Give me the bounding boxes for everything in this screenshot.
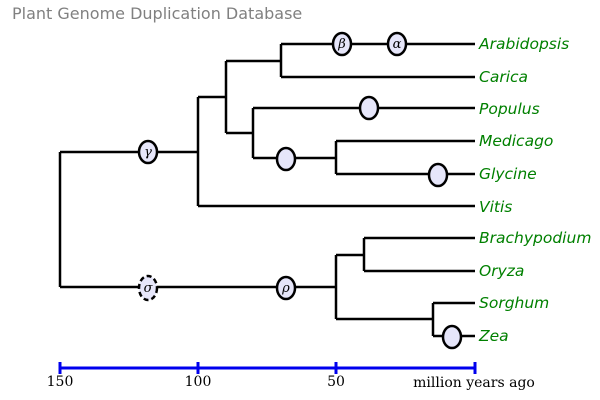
- taxon-label-glycine[interactable]: Glycine: [479, 165, 537, 183]
- wgd-sigma-node[interactable]: σ: [137, 274, 159, 302]
- page-title: Plant Genome Duplication Database: [12, 4, 303, 23]
- duplication-events: β α γ σ ρ: [137, 31, 463, 350]
- wgd-glycine-node[interactable]: [427, 162, 449, 188]
- taxon-labels: Arabidopsis Carica Populus Medicago Glyc…: [478, 35, 591, 345]
- wgd-beta-node[interactable]: β: [331, 31, 353, 57]
- taxon-label-oryza[interactable]: Oryza: [479, 262, 524, 280]
- wgd-label: α: [393, 37, 402, 52]
- wgd-zea-node[interactable]: [441, 324, 463, 350]
- taxon-label-carica[interactable]: Carica: [479, 68, 528, 86]
- wgd-legume-node[interactable]: [275, 146, 297, 172]
- time-axis-title: million years ago: [413, 375, 535, 391]
- wgd-gamma-node[interactable]: γ: [137, 139, 159, 165]
- wgd-alpha-node[interactable]: α: [386, 31, 408, 57]
- wgd-label: β: [337, 37, 346, 52]
- taxon-label-vitis[interactable]: Vitis: [479, 198, 512, 216]
- tick-label-100: 100: [185, 374, 212, 390]
- taxon-label-populus[interactable]: Populus: [479, 100, 540, 118]
- taxon-label-zea[interactable]: Zea: [478, 327, 509, 345]
- tick-label-50: 50: [327, 374, 345, 390]
- taxon-label-sorghum[interactable]: Sorghum: [479, 294, 549, 312]
- time-axis: 150 100 50 million years ago: [47, 362, 535, 391]
- taxon-label-arabidopsis[interactable]: Arabidopsis: [478, 35, 569, 53]
- taxon-label-medicago[interactable]: Medicago: [479, 132, 553, 150]
- wgd-rho-node[interactable]: ρ: [275, 275, 297, 301]
- taxon-label-brachypodium[interactable]: Brachypodium: [479, 229, 591, 247]
- tree-branches: [58, 42, 475, 338]
- wgd-populus-node[interactable]: [358, 95, 380, 121]
- tick-label-150: 150: [47, 374, 74, 390]
- wgd-label: γ: [144, 145, 152, 160]
- wgd-label: ρ: [281, 281, 290, 296]
- wgd-label: σ: [144, 281, 154, 296]
